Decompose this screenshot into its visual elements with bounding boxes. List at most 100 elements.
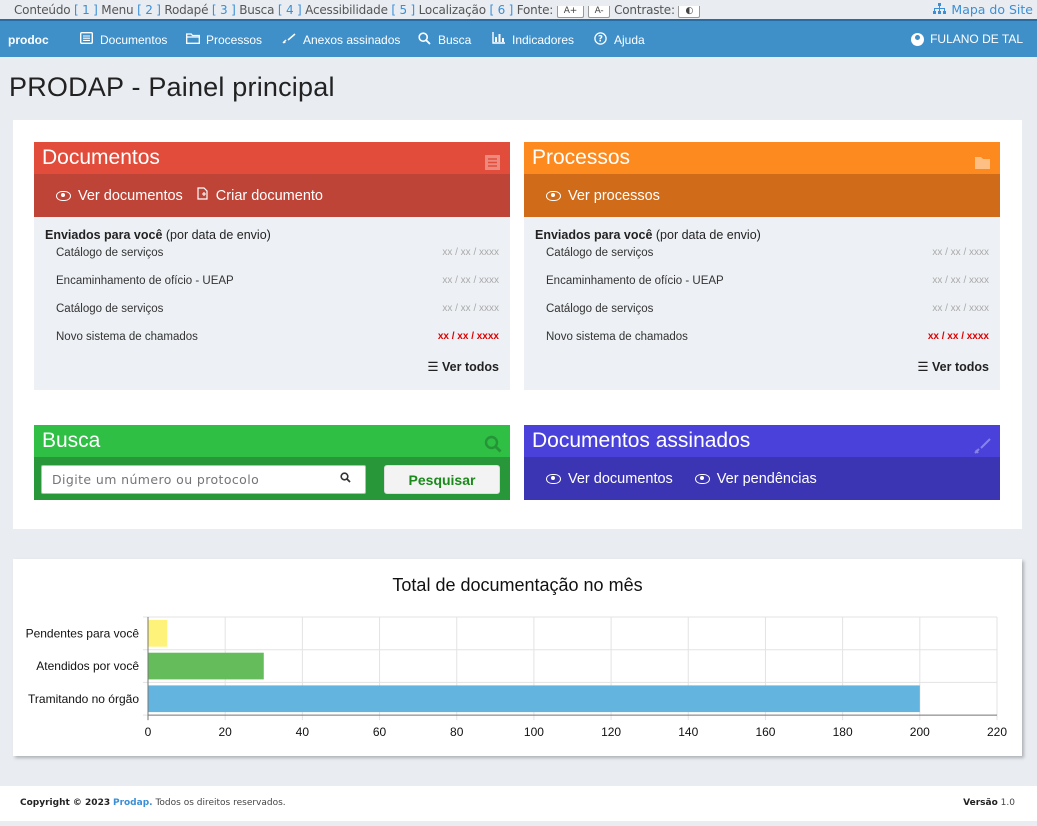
signature-icon <box>282 32 297 47</box>
document-icon <box>79 31 94 47</box>
list-item[interactable]: Encaminhamento de ofício - UEAP xx / xx /… <box>546 275 989 287</box>
tick-label: 20 <box>219 725 233 739</box>
list-icon: ☰ <box>917 360 929 374</box>
nav-item-indicadores[interactable]: Indicadores <box>491 32 574 47</box>
category-label: Tramitando no órgão <box>28 692 139 706</box>
ver-documentos-button[interactable]: Ver documentos <box>56 188 183 204</box>
search-icon[interactable] <box>340 472 351 486</box>
shortcut-accessibility[interactable]: Acessibilidade [ 5 ] <box>305 3 416 17</box>
processos-title: Processos <box>532 146 631 169</box>
nav-item-anexos-assinados[interactable]: Anexos assinados <box>282 32 400 47</box>
action-label: Criar documento <box>215 187 323 204</box>
processos-subtitle: Enviados para você (por data de envio) <box>535 228 761 242</box>
processos-see-all-link[interactable]: ☰ Ver todos <box>535 357 989 390</box>
tick-label: 60 <box>373 725 387 739</box>
category-label: Atendidos por você <box>36 659 139 673</box>
nav-item-busca[interactable]: Busca <box>417 32 471 48</box>
processos-card: Processos Ver processos Enviados para vo… <box>524 142 1000 390</box>
ver-processos-button[interactable]: Ver processos <box>546 188 660 204</box>
brand-logo[interactable]: prodoc <box>8 33 49 47</box>
shortcut-footer[interactable]: Rodapé [ 3 ] <box>164 3 236 17</box>
shortcut-search[interactable]: Busca [ 4 ] <box>239 3 302 17</box>
chart-panel: Total de documentação no mês Pendentes p… <box>13 559 1022 756</box>
tick-label: 0 <box>145 725 152 739</box>
version: Versão 1.0 <box>963 798 1015 808</box>
assinados-header: Documentos assinados <box>524 425 1000 457</box>
action-label: Ver processos <box>568 187 660 204</box>
documentos-header: Documentos <box>34 142 510 174</box>
search-icon <box>484 431 502 453</box>
list-icon: ☰ <box>427 360 439 374</box>
accessibility-shortcuts: Conteúdo [ 1 ] Menu [ 2 ] Rodapé [ 3 ] B… <box>14 3 701 18</box>
nav-item-processos[interactable]: Processos <box>185 32 262 47</box>
documentos-see-all-link[interactable]: ☰ Ver todos <box>45 357 499 390</box>
list-item[interactable]: Catálogo de serviços xx / xx / xxxx <box>56 247 499 259</box>
tick-label: 40 <box>296 725 310 739</box>
eye-icon <box>56 190 71 201</box>
nav-label: Ajuda <box>614 33 645 47</box>
action-label: Ver documentos <box>78 187 183 204</box>
contrast-icon: ◐ <box>685 6 694 16</box>
list-item[interactable]: Novo sistema de chamados xx / xx / xxxx <box>546 331 989 343</box>
assinados-card: Documentos assinados Ver documentos Ver … <box>524 425 1000 500</box>
signature-icon <box>974 432 991 454</box>
page-title: PRODAP - Painel principal <box>9 72 335 102</box>
bar <box>148 620 168 647</box>
chart-title: Total de documentação no mês <box>392 575 643 595</box>
eye-pending-icon <box>694 473 710 484</box>
dashboard-panel: Documentos Ver documentos Criar document… <box>13 120 1022 529</box>
criar-documento-button[interactable]: Criar documento <box>197 187 323 204</box>
list-item[interactable]: Novo sistema de chamados xx / xx / xxxx <box>56 331 499 343</box>
document-icon <box>484 149 501 170</box>
documentos-list: Enviados para você (por data de envio) C… <box>34 217 510 390</box>
sitemap-icon <box>933 3 947 17</box>
assinados-actions: Ver documentos Ver pendências <box>524 457 1000 500</box>
bar-chart: Pendentes para você Atendidos por você Tra… <box>26 616 1007 739</box>
nav-label: Indicadores <box>512 32 575 47</box>
font-decrease-button[interactable]: A- <box>587 6 611 18</box>
nav-label: Busca <box>438 33 472 47</box>
contrast-label: Contraste: <box>614 3 675 17</box>
font-increase-button[interactable]: A+ <box>556 6 585 18</box>
nav-item-documentos[interactable]: Documentos <box>79 31 167 47</box>
tick-label: 200 <box>910 725 930 739</box>
ver-pendencias-button[interactable]: Ver pendências <box>694 471 817 487</box>
list-item[interactable]: Catálogo de serviços xx / xx / xxxx <box>56 303 499 315</box>
contrast-button[interactable]: ◐ <box>678 6 701 18</box>
bar <box>148 652 264 680</box>
accessibility-bar: Conteúdo [ 1 ] Menu [ 2 ] Rodapé [ 3 ] B… <box>0 0 1037 19</box>
user-menu[interactable]: FULANO DE TAL <box>911 32 1023 46</box>
processos-header: Processos <box>524 142 1000 174</box>
list-item[interactable]: Catálogo de serviços xx / xx / xxxx <box>546 247 989 259</box>
nav-item-ajuda[interactable]: ? Ajuda <box>593 32 645 48</box>
tick-label: 100 <box>524 725 544 739</box>
tick-label: 80 <box>450 725 464 739</box>
bar <box>148 685 920 713</box>
ver-documentos-assinados-button[interactable]: Ver documentos <box>546 471 673 487</box>
sitemap-label: Mapa do Site <box>951 2 1033 17</box>
busca-body: Pesquisar <box>34 457 510 500</box>
busca-title: Busca <box>42 429 101 452</box>
folder-icon <box>185 32 200 47</box>
footer: Copyright © 2023 Prodap. Todos os direit… <box>0 786 1037 821</box>
shortcut-menu[interactable]: Menu [ 2 ] <box>101 3 161 17</box>
action-label: Ver documentos <box>568 470 673 487</box>
list-item[interactable]: Catálogo de serviços xx / xx / xxxx <box>546 303 989 315</box>
tick-label: 220 <box>987 725 1007 739</box>
pesquisar-button[interactable]: Pesquisar <box>384 465 500 494</box>
processos-actions: Ver processos <box>524 174 1000 217</box>
list-item[interactable]: Encaminhamento de ofício - UEAP xx / xx /… <box>56 275 499 287</box>
shortcut-content[interactable]: Conteúdo [ 1 ] <box>14 3 98 17</box>
tick-label: 160 <box>755 725 775 739</box>
sitemap-link[interactable]: Mapa do Site <box>933 2 1033 17</box>
footer-brand-link[interactable]: Prodap. <box>112 798 153 808</box>
documentos-card: Documentos Ver documentos Criar document… <box>34 142 510 390</box>
search-field[interactable] <box>41 465 366 494</box>
search-input[interactable] <box>42 466 322 493</box>
svg-text:?: ? <box>598 35 603 45</box>
processos-list: Enviados para você (por data de envio) C… <box>524 217 1000 390</box>
shortcut-location[interactable]: Localização [ 6 ] <box>418 3 514 17</box>
nav-label: Processos <box>206 32 263 47</box>
user-name: FULANO DE TAL <box>930 32 1023 46</box>
copyright: Copyright © 2023 Prodap. Todos os direit… <box>20 798 286 808</box>
